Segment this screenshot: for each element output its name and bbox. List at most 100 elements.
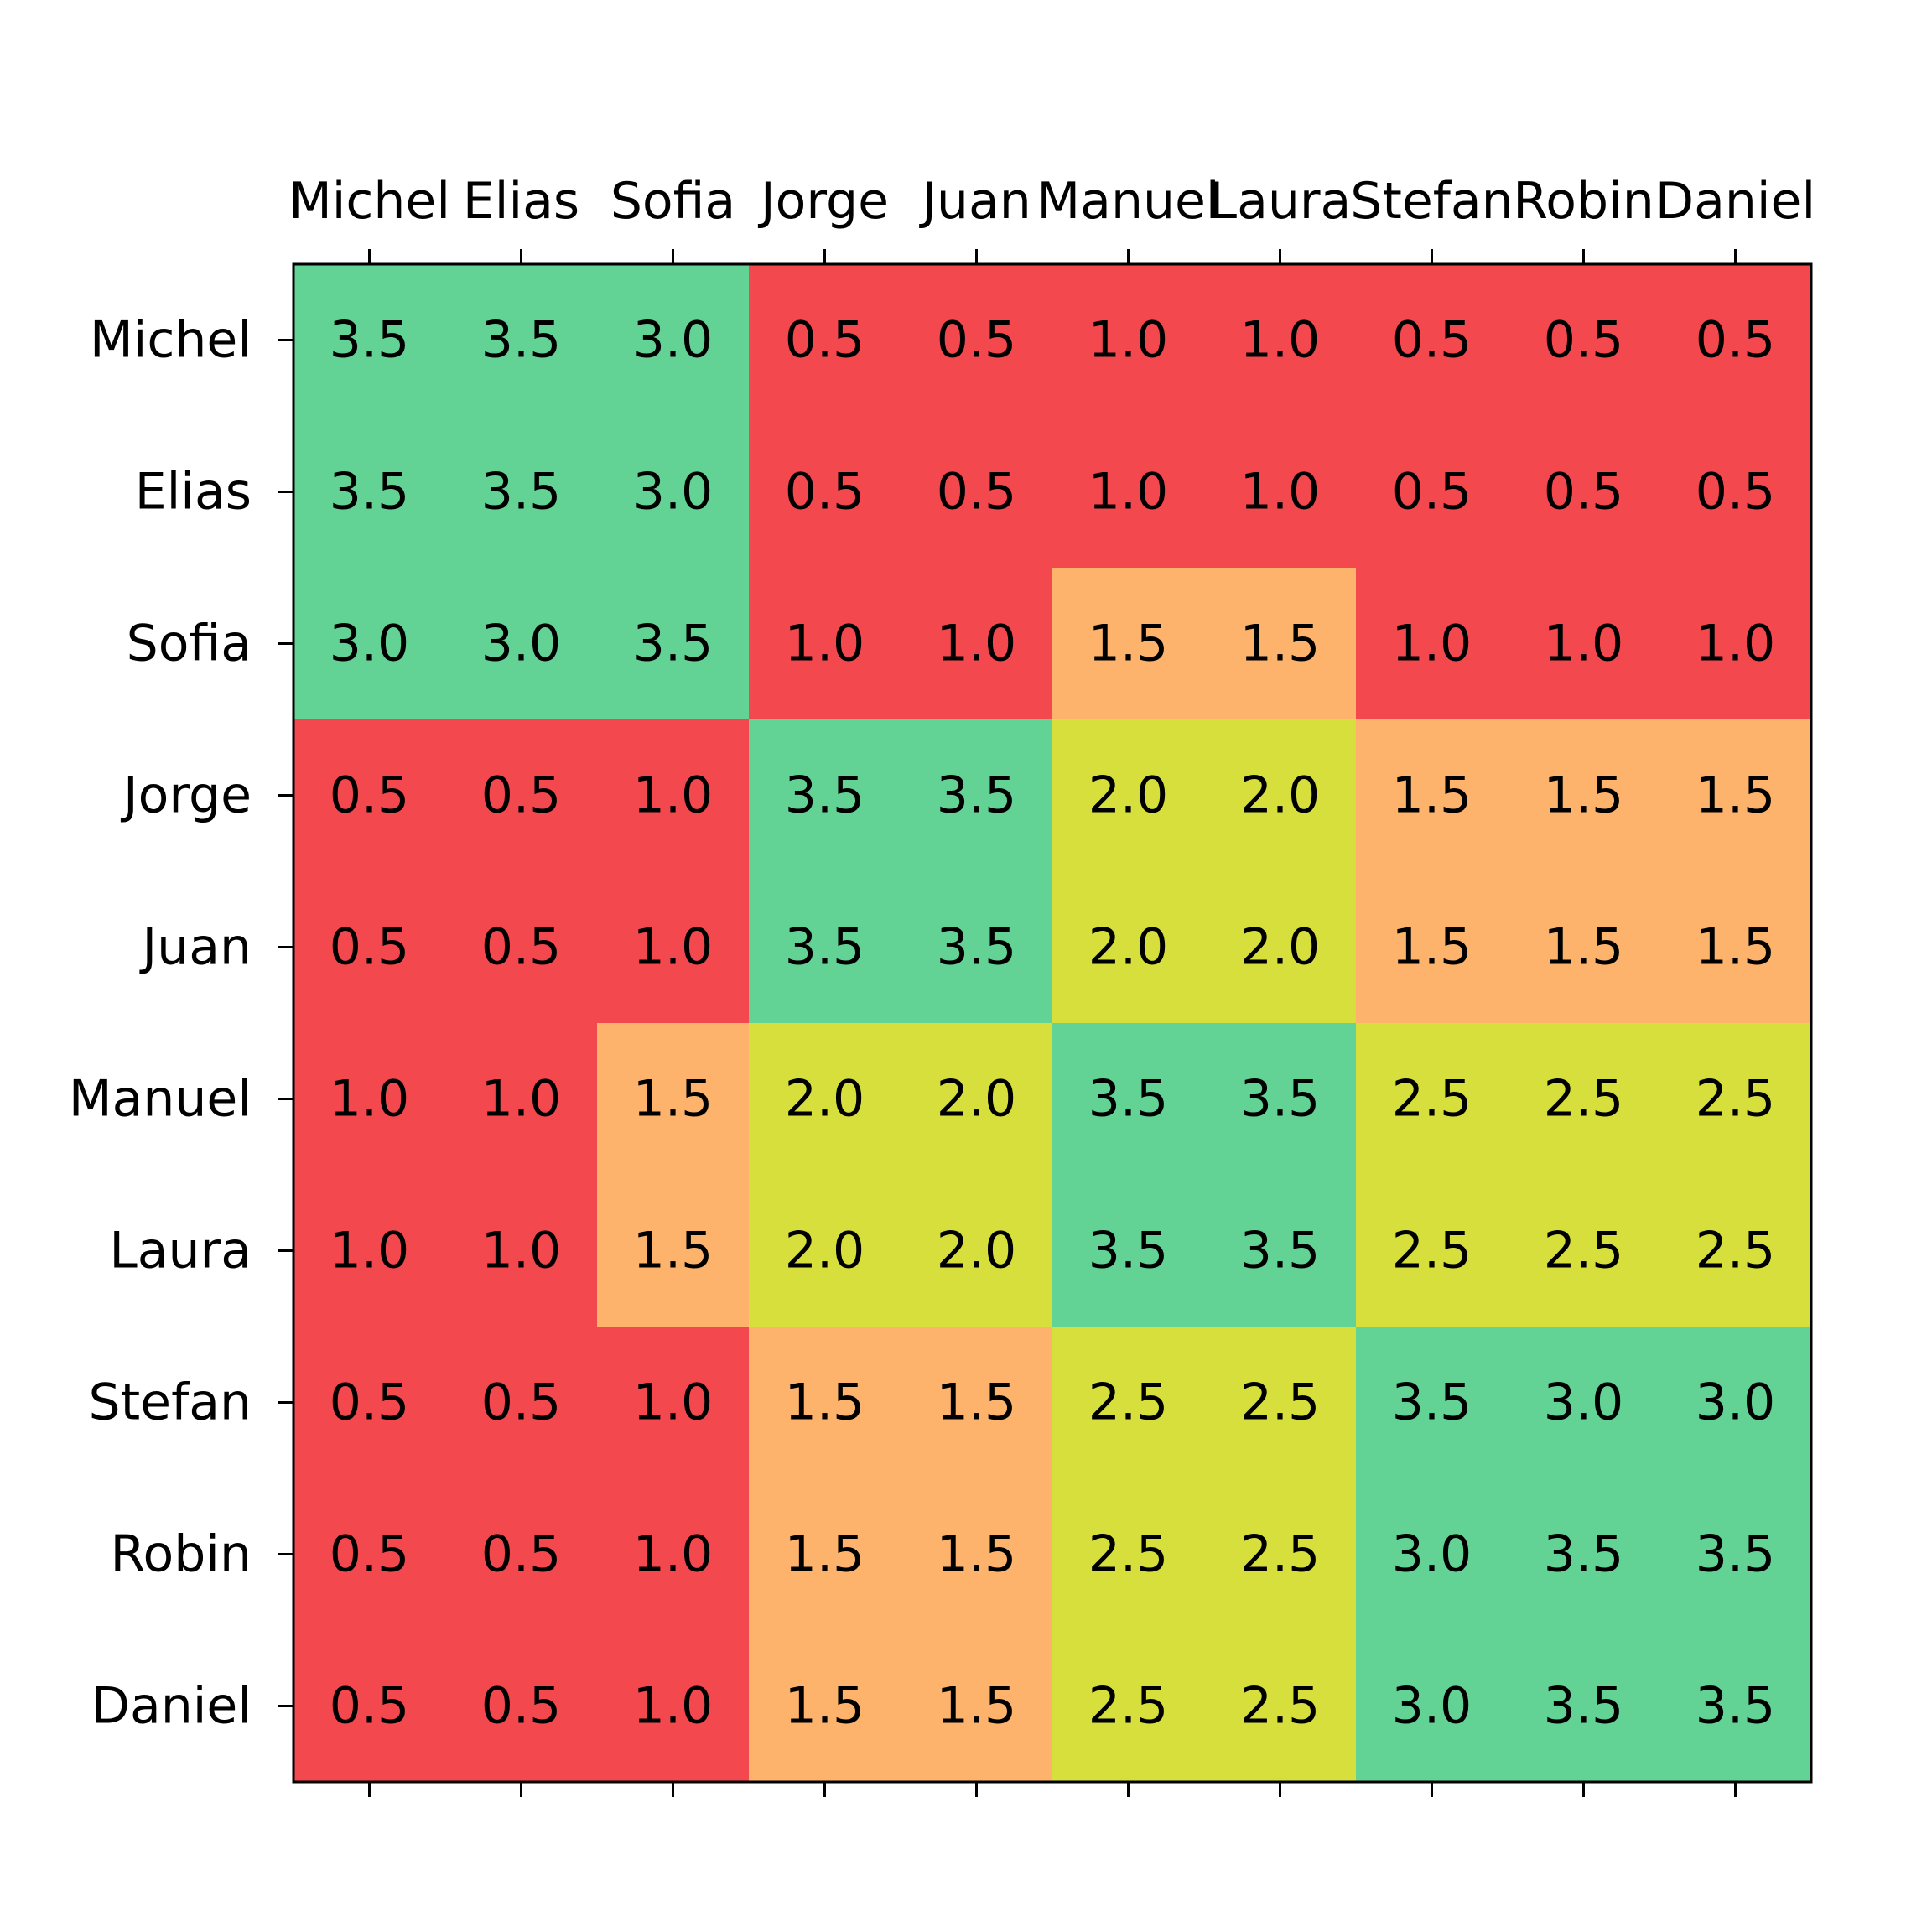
heatmap-cell	[293, 1175, 446, 1327]
heatmap-cell	[597, 1478, 750, 1631]
heatmap-cell	[1204, 264, 1357, 417]
cell-value-label: 1.0	[481, 1222, 561, 1280]
cell-value-label: 1.5	[1544, 766, 1623, 825]
x-tick-label: Daniel	[1655, 172, 1815, 231]
cell-value-label: 2.0	[1240, 766, 1320, 825]
heatmap-cell	[293, 1630, 446, 1783]
heatmap-cell	[1508, 871, 1660, 1024]
heatmap-cell	[445, 871, 598, 1024]
heatmap-cell	[1052, 568, 1205, 720]
y-tick-label: Michel	[90, 311, 252, 370]
heatmap-cell	[901, 416, 1053, 569]
heatmap-cell	[597, 264, 750, 417]
heatmap-cell	[1052, 871, 1205, 1024]
heatmap-cell	[1356, 1023, 1509, 1176]
cell-value-label: 3.5	[1240, 1222, 1320, 1280]
y-tick-label: Robin	[111, 1525, 252, 1584]
heatmap-cell	[749, 1327, 901, 1479]
heatmap-cell	[597, 871, 750, 1024]
heatmap-cell	[901, 1023, 1053, 1176]
cell-value-label: 1.5	[785, 1374, 865, 1432]
cell-value-label: 3.5	[481, 311, 561, 370]
y-tick-label: Laura	[109, 1222, 252, 1280]
heatmap-cell	[293, 1327, 446, 1479]
heatmap-cell-labels: 3.5 3.5 3.0 0.5 0.5 1.0 1.0 0.5 0.5 0.5 3.5 3.5 3.0 0…	[330, 311, 1775, 1736]
cell-value-label: 3.5	[785, 918, 865, 977]
cell-value-label: 3.5	[1544, 1677, 1623, 1736]
cell-value-label: 1.0	[633, 918, 713, 977]
y-tick-label: Daniel	[91, 1677, 252, 1736]
cell-value-label: 2.5	[1392, 1070, 1472, 1129]
heatmap-cell	[1052, 416, 1205, 569]
cell-value-label: 3.0	[1392, 1677, 1472, 1736]
heatmap-cell	[1052, 1630, 1205, 1783]
cell-value-label: 1.5	[633, 1070, 713, 1129]
x-tick-label: Sofia	[610, 172, 735, 231]
cell-value-label: 1.5	[937, 1374, 1016, 1432]
cell-value-label: 1.5	[1240, 615, 1320, 673]
y-tick-label: Jorge	[120, 766, 252, 825]
y-tick-label: Juan	[138, 918, 252, 977]
heatmap-cell	[1204, 1175, 1357, 1327]
heatmap-cell	[445, 264, 598, 417]
heatmap-cell	[293, 264, 446, 417]
heatmap-cell	[749, 1175, 901, 1327]
heatmap-cell	[1204, 1630, 1357, 1783]
x-tick-label: Robin	[1513, 172, 1654, 231]
heatmap-cell	[1659, 416, 1812, 569]
x-tick-label: Laura	[1209, 172, 1352, 231]
heatmap-cell	[597, 1023, 750, 1176]
heatmap-cell	[445, 719, 598, 872]
cell-value-label: 3.0	[1392, 1525, 1472, 1584]
cell-value-label: 1.5	[1392, 766, 1472, 825]
cell-value-label: 1.5	[1696, 766, 1775, 825]
heatmap-cell	[901, 1630, 1053, 1783]
y-axis-tick-labels: Michel Elias Sofia Jorge Juan Manuel Laura Stef…	[69, 311, 252, 1736]
heatmap-cell	[445, 1327, 598, 1479]
cell-value-label: 3.0	[1544, 1374, 1623, 1432]
cell-value-label: 1.5	[937, 1525, 1016, 1584]
heatmap-cell	[1356, 1630, 1509, 1783]
cell-value-label: 0.5	[330, 766, 409, 825]
heatmap-cell	[1052, 1478, 1205, 1631]
heatmap-cell	[597, 1630, 750, 1783]
cell-value-label: 0.5	[481, 1525, 561, 1584]
heatmap-cell	[1204, 719, 1357, 872]
cell-value-label: 0.5	[1392, 311, 1472, 370]
heatmap-cell	[1052, 1327, 1205, 1479]
cell-value-label: 2.5	[1240, 1374, 1320, 1432]
cell-value-label: 0.5	[1696, 311, 1775, 370]
cell-value-label: 2.5	[1088, 1525, 1168, 1584]
heatmap-cell	[901, 871, 1053, 1024]
cell-value-label: 1.5	[1088, 615, 1168, 673]
heatmap-cell	[749, 1023, 901, 1176]
y-tick-label: Elias	[135, 463, 252, 522]
cell-value-label: 3.5	[785, 766, 865, 825]
x-tick-label: Manuel	[1036, 172, 1219, 231]
cell-value-label: 0.5	[785, 311, 865, 370]
cell-value-label: 1.0	[1696, 615, 1775, 673]
cell-value-label: 1.0	[330, 1070, 409, 1129]
cell-value-label: 3.5	[1240, 1070, 1320, 1129]
cell-value-label: 2.0	[937, 1222, 1016, 1280]
cell-value-label: 0.5	[481, 1374, 561, 1432]
cell-value-label: 2.5	[1240, 1525, 1320, 1584]
heatmap-cell	[445, 416, 598, 569]
cell-value-label: 2.5	[1088, 1374, 1168, 1432]
heatmap-cell	[1659, 1175, 1812, 1327]
heatmap-cell	[293, 416, 446, 569]
heatmap-cell	[1052, 719, 1205, 872]
heatmap-cell	[1508, 416, 1660, 569]
heatmap-cell	[445, 1478, 598, 1631]
cell-value-label: 2.5	[1696, 1070, 1775, 1129]
cell-value-label: 3.5	[1696, 1677, 1775, 1736]
heatmap-cell	[901, 719, 1053, 872]
heatmap-cell	[1052, 1175, 1205, 1327]
cell-value-label: 0.5	[1544, 311, 1623, 370]
cell-value-label: 0.5	[330, 1525, 409, 1584]
cell-value-label: 1.0	[330, 1222, 409, 1280]
heatmap-cell	[1052, 1023, 1205, 1176]
cell-value-label: 0.5	[937, 311, 1016, 370]
heatmap-cell	[749, 871, 901, 1024]
cell-value-label: 2.0	[1088, 766, 1168, 825]
